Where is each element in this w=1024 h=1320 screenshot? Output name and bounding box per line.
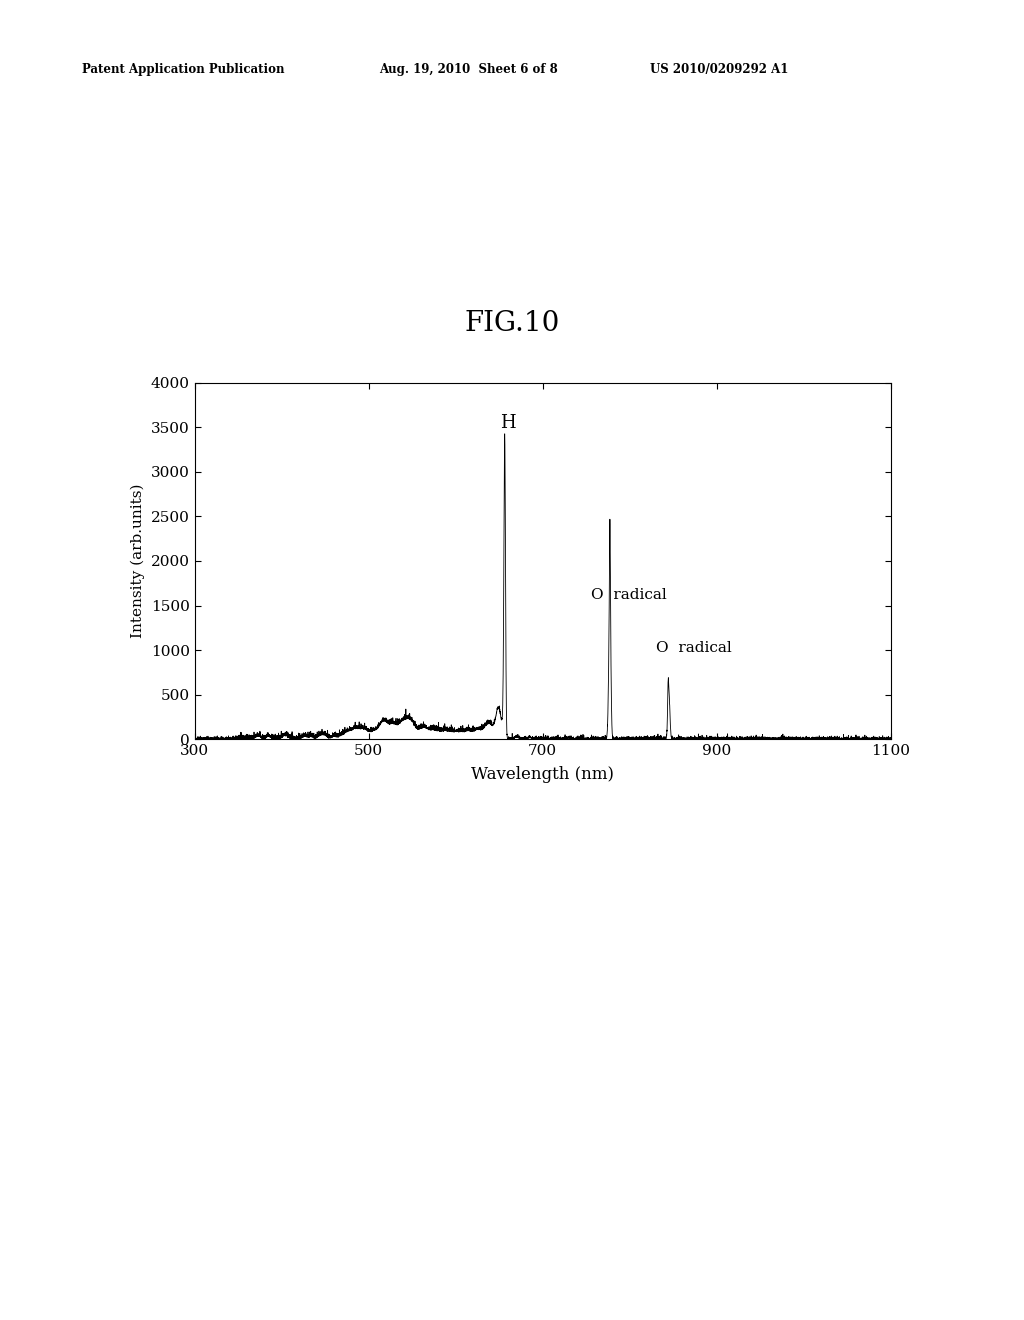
Text: O  radical: O radical	[591, 587, 667, 602]
Text: FIG.10: FIG.10	[464, 310, 560, 337]
Text: Patent Application Publication: Patent Application Publication	[82, 63, 285, 77]
Text: US 2010/0209292 A1: US 2010/0209292 A1	[650, 63, 788, 77]
Text: Aug. 19, 2010  Sheet 6 of 8: Aug. 19, 2010 Sheet 6 of 8	[379, 63, 558, 77]
Text: H: H	[500, 413, 516, 432]
Y-axis label: Intensity (arb.units): Intensity (arb.units)	[131, 483, 145, 639]
X-axis label: Wavelength (nm): Wavelength (nm)	[471, 767, 614, 783]
Text: O  radical: O radical	[656, 642, 731, 655]
